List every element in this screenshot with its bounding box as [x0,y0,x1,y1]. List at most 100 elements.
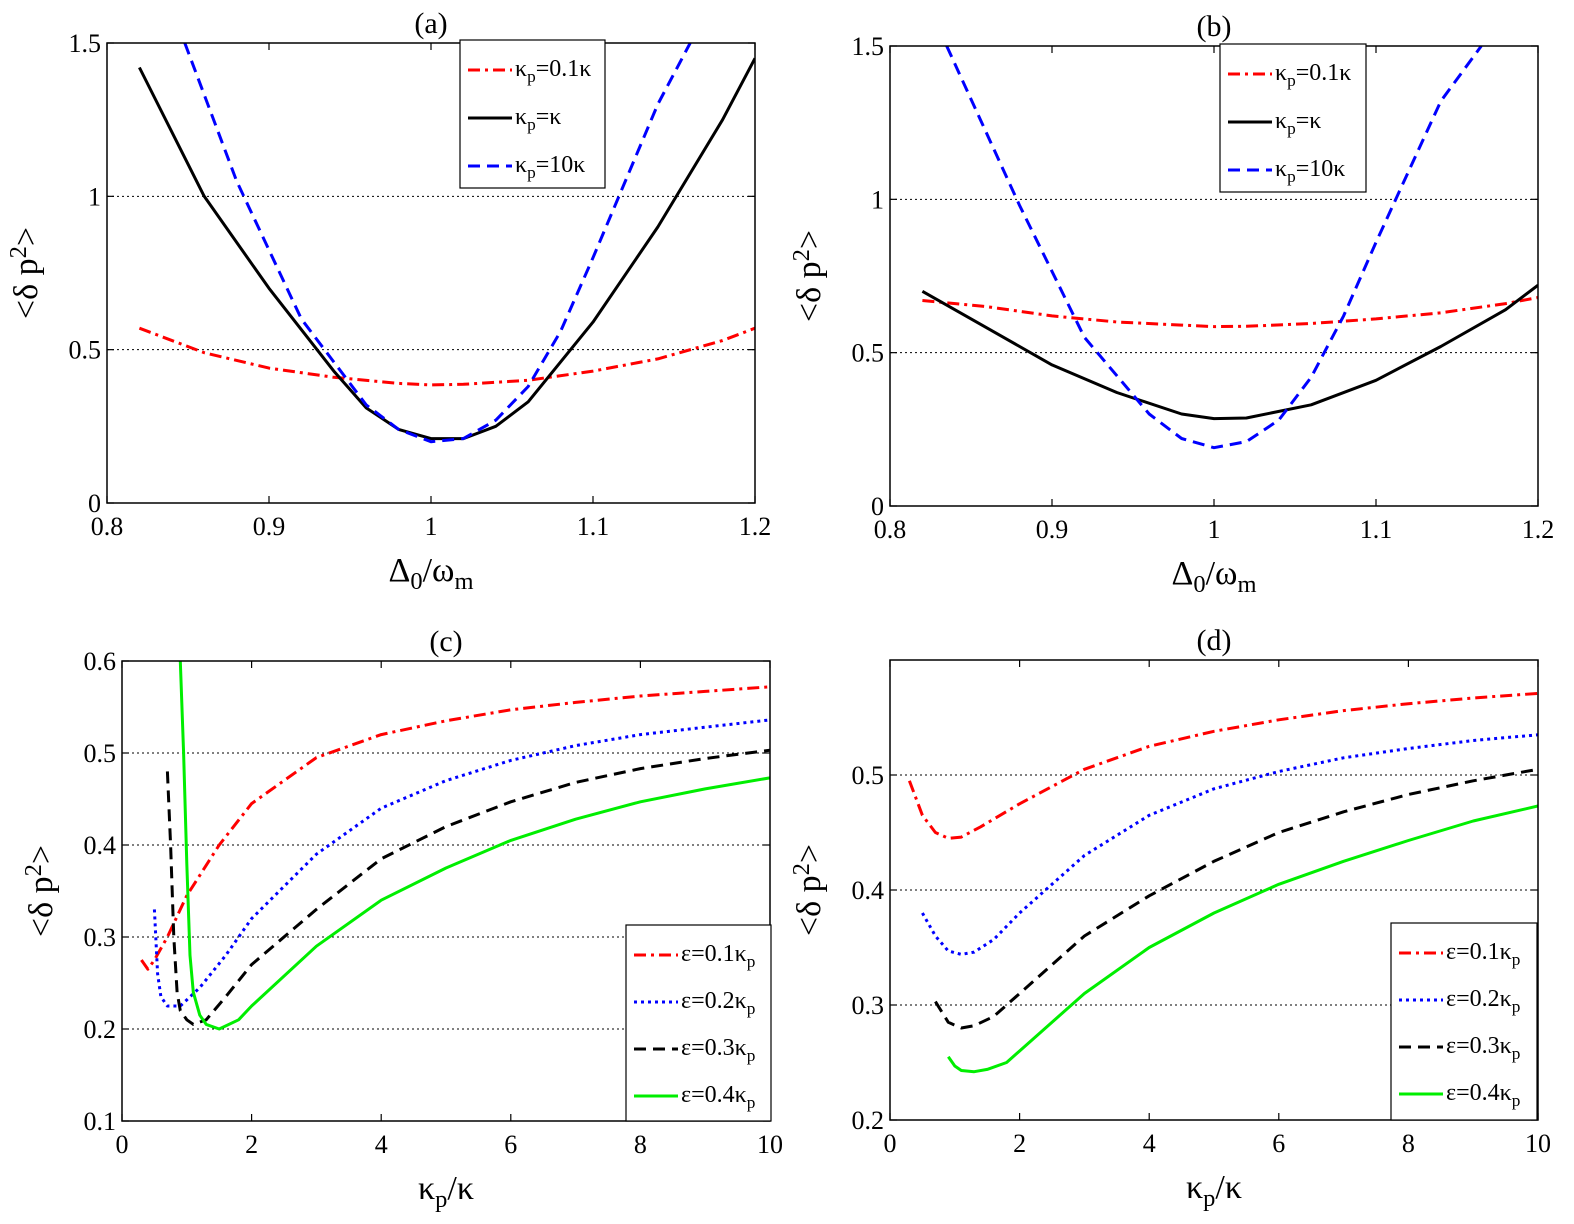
series-line-1 [922,296,1538,329]
x-tick-label: 2 [1013,1129,1026,1158]
y-tick-label: 0.4 [84,831,117,860]
legend: ε=0.1κp ε=0.2κp ε=0.3κp ε=0.4κp [625,924,772,1122]
y-tick-label: 1 [88,182,101,211]
x-axis-label: Δ0/ωm [1172,555,1257,598]
series-line-2 [138,57,755,441]
series-line-2 [921,733,1538,956]
legend-entry-3: κp=10κ [1275,156,1345,186]
panel-b: (b) 0.8 0.9 1 1.1 1.2 0 0.5 1 1.5 Δ0/ωm <δ p2> κp=0.… [788,10,1554,598]
series-line-4 [947,804,1538,1074]
x-tick-label: 1 [1208,515,1221,544]
x-tick-label: 8 [1402,1129,1415,1158]
x-tick-label: 10 [757,1130,783,1159]
legend: κp=0.1κ κp=κ κp=10κ [459,39,606,189]
x-tick-label: 0.8 [91,512,124,541]
x-tick-label: 1.1 [577,512,610,541]
x-tick-label: 0.8 [874,515,907,544]
legend-entry-2: ε=0.2κp [681,988,755,1018]
legend: κp=0.1κ κp=κ κp=10κ [1219,43,1367,193]
chart-title: (d) [1197,624,1232,657]
legend-entry-3: κp=10κ [515,152,585,182]
y-tick-label: 0.3 [852,991,885,1020]
y-axis-label-group: <δ p2> [788,844,828,936]
y-tick-label: 0.2 [852,1106,885,1135]
y-tick-label: 0.2 [84,1015,117,1044]
legend-entry-3: ε=0.3κp [681,1035,755,1065]
series-line-2 [921,284,1538,421]
x-tick-label: 0.9 [253,512,286,541]
legend-entry-4: ε=0.4κp [1446,1080,1520,1110]
x-axis-label: Δ0/ωm [389,552,474,595]
y-axis-label: <δ p2> [788,844,828,936]
y-tick-label: 1 [871,185,884,214]
x-tick-label: 1.2 [739,512,772,541]
series-line-2 [152,718,770,1008]
x-tick-label: 6 [1272,1129,1285,1158]
series-line-1 [907,691,1538,840]
legend-box [625,924,772,1122]
series-line-3 [945,46,1483,450]
legend-entry-1: ε=0.1κp [681,941,755,971]
legend-box [1390,922,1538,1121]
legend-entry-1: κp=0.1κ [1275,60,1351,90]
panel-c: (c) 0 2 4 6 8 10 0.1 0.2 0.3 0.4 0.5 0.6 κp/κ <δ p2> ε=… [20,625,783,1213]
y-tick-label: 0 [88,489,101,518]
plot-frame [121,660,771,1122]
series-line-3 [183,43,692,444]
plot-frame [889,45,1539,507]
x-axis-label: κp/κ [418,1170,474,1213]
x-tick-label: 1.2 [1522,515,1555,544]
x-axis-label: κp/κ [1186,1169,1242,1212]
y-tick-label: 1.5 [69,29,102,58]
y-tick-label: 0 [871,492,884,521]
legend-box [1219,43,1367,193]
series-line-1 [140,685,770,971]
x-tick-label: 0 [116,1130,129,1159]
y-tick-label: 0.5 [852,761,885,790]
legend-entry-1: κp=0.1κ [515,56,591,86]
panel-d: (d)0 2 4 6 8 100.20.30.40.5κp/κ<δ p2>ε=0.1κpε… [788,624,1551,1212]
y-tick-label: 0.3 [84,923,117,952]
legend-entry-3: ε=0.3κp [1446,1033,1520,1063]
legend-entry-2: κp=κ [1275,108,1321,138]
y-axis-label: <δ p2> [20,845,60,937]
legend-entry-2: ε=0.2κp [1446,986,1520,1016]
y-tick-label: 0.5 [84,739,117,768]
y-tick-label: 0.4 [852,876,885,905]
legend: ε=0.1κp ε=0.2κp ε=0.3κp ε=0.4κp [1390,922,1538,1121]
chart-title: (a) [414,7,447,40]
y-tick-label: 0.5 [69,336,102,365]
x-tick-label: 4 [1143,1129,1156,1158]
y-axis-label-group: <δ p2> [788,230,828,322]
y-axis-label-group: <δ p2> [20,845,60,937]
y-axis-label: <δ p2> [5,227,45,319]
panel-a: (a) 0.8 0.9 1 1.1 1.2 0 0.5 1 1.5 Δ0/ωm <δ p2> κp=0.… [5,7,771,595]
series-line-3 [165,748,770,1026]
series-line-1 [138,326,755,387]
chart-title: (c) [429,625,462,658]
x-tick-label: 1.1 [1360,515,1393,544]
y-axis-label-group: <δ p2> [5,227,45,319]
y-axis-label: <δ p2> [788,230,828,322]
x-tick-label: 0 [884,1129,897,1158]
x-tick-label: 8 [634,1130,647,1159]
legend-entry-4: ε=0.4κp [681,1082,755,1112]
series-line-3 [934,767,1538,1030]
legend-box [459,39,606,189]
series-line-4 [178,661,770,1031]
plot-frame [106,42,756,504]
y-tick-label: 0.5 [852,339,885,368]
x-tick-label: 2 [245,1130,258,1159]
legend-entry-2: κp=κ [515,104,561,134]
x-tick-label: 6 [504,1130,517,1159]
y-tick-label: 1.5 [852,32,885,61]
y-tick-label: 0.1 [84,1107,117,1136]
x-tick-label: 4 [375,1130,388,1159]
x-tick-label: 0.9 [1036,515,1069,544]
x-tick-label: 1 [425,512,438,541]
y-tick-label: 0.6 [84,647,117,676]
chart-title: (b) [1197,10,1232,43]
x-tick-label: 10 [1525,1129,1551,1158]
legend-entry-1: ε=0.1κp [1446,939,1520,969]
